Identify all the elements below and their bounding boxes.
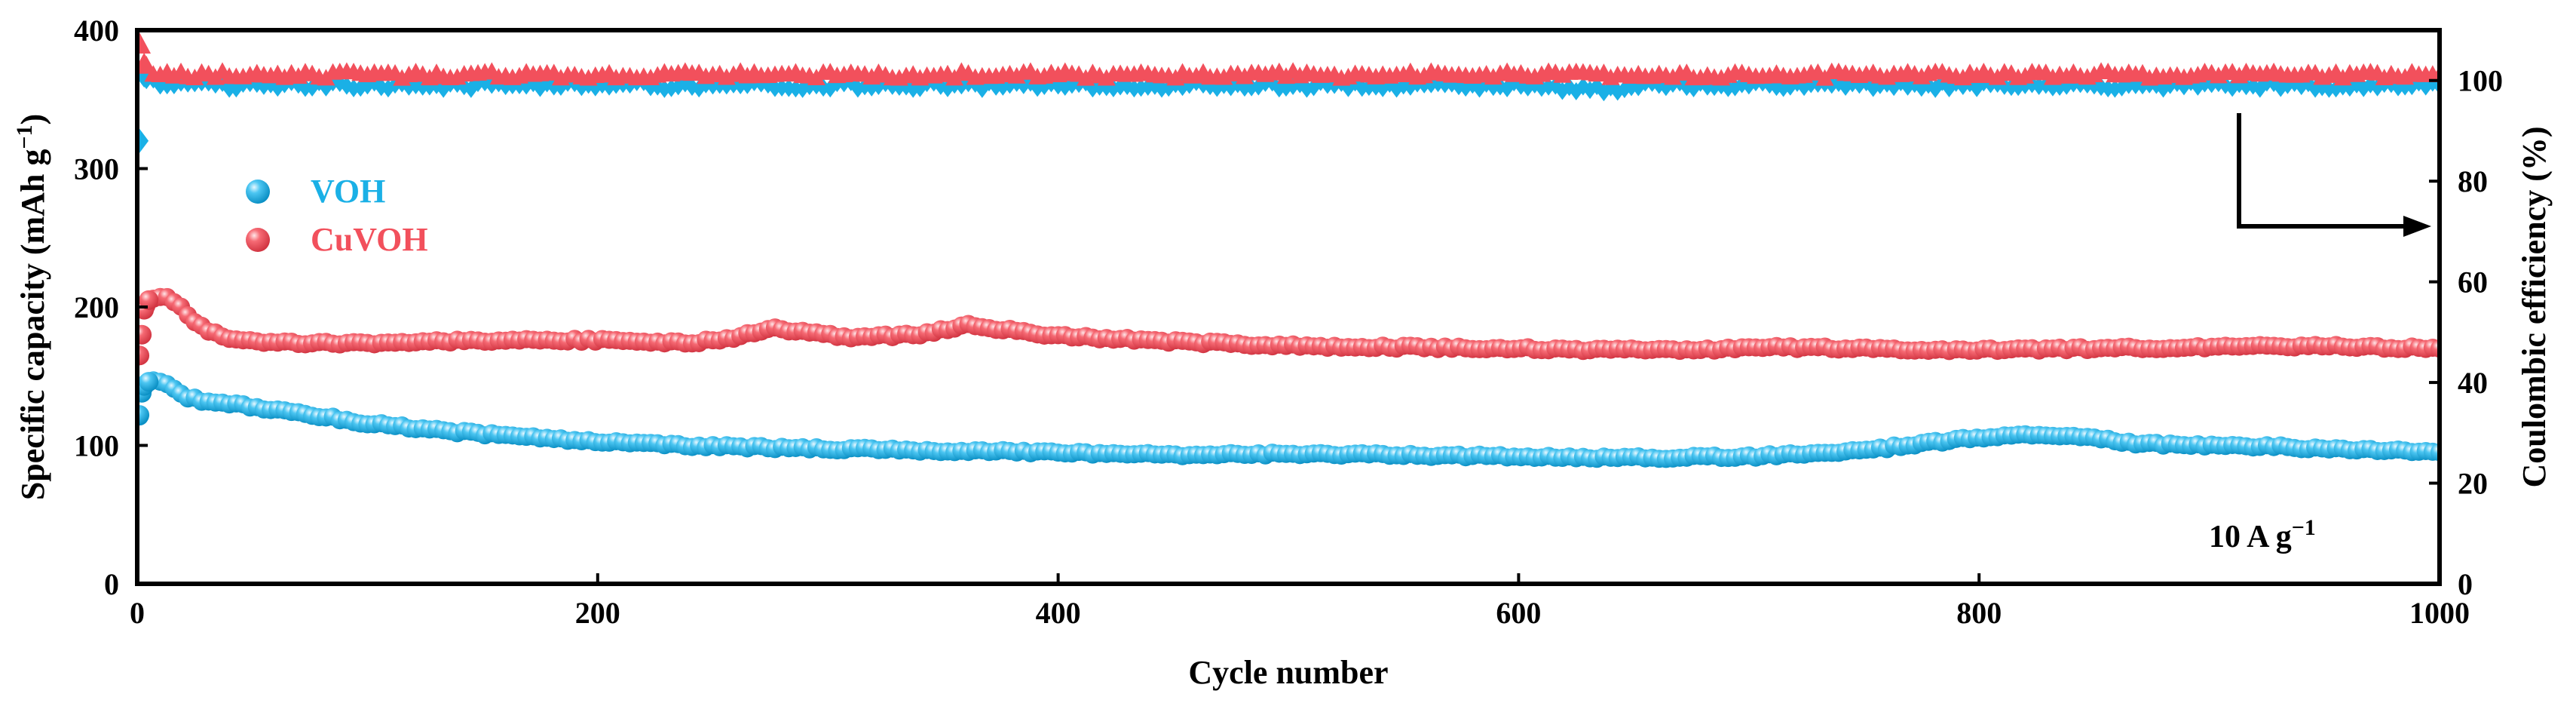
- ce-point-cuvoh: [137, 32, 152, 54]
- ce-point-voh: [789, 79, 803, 98]
- legend-marker-voh: [246, 180, 270, 204]
- legend-label-voh: VOH: [311, 173, 385, 210]
- plot-marks: [137, 32, 2440, 468]
- y-axis-right-title: Coulombic efficiency (%): [2516, 127, 2553, 488]
- y-axis-left-title-main: Specific capacity (mAh g: [14, 149, 51, 501]
- capacity-point-voh: [139, 372, 159, 392]
- current-density-annotation: 10 A g−1: [2209, 515, 2316, 554]
- capacity-point-cuvoh: [137, 345, 150, 366]
- y-left-tick-label: 100: [74, 429, 119, 463]
- ce-point-voh: [782, 78, 796, 97]
- ce-point-voh: [137, 128, 149, 153]
- arrow-line: [2237, 113, 2405, 229]
- legend-label-cuvoh: CuVOH: [311, 221, 428, 258]
- x-tick-label: 0: [130, 596, 145, 630]
- y-left-tick-label: 200: [74, 290, 119, 324]
- capacity-point-voh: [137, 405, 150, 425]
- y-left-tick-label: 300: [74, 152, 119, 186]
- y-right-tick-label: 80: [2458, 164, 2488, 198]
- y-axis-left-title-close: ): [14, 114, 51, 125]
- y-right-tick-label: 0: [2458, 567, 2473, 601]
- x-tick-label: 200: [575, 596, 620, 630]
- capacity-point-cuvoh: [137, 324, 152, 345]
- capacity-point-cuvoh: [139, 290, 159, 310]
- current-density-text: 10 A g: [2209, 520, 2292, 554]
- y-right-tick-label: 20: [2458, 467, 2488, 501]
- y-left-tick-label: 0: [104, 567, 119, 601]
- y-left-tick-label: 400: [74, 14, 119, 48]
- x-tick-label: 800: [1956, 596, 2002, 630]
- y-right-tick-label: 100: [2458, 64, 2503, 98]
- ce-point-cuvoh: [137, 52, 156, 74]
- y-right-tick-label: 40: [2458, 366, 2488, 400]
- x-tick-label: 600: [1496, 596, 1541, 630]
- ce-point-cuvoh: [2016, 66, 2035, 84]
- plot-frame: [135, 28, 2442, 586]
- series-voh-capacity: [137, 371, 2440, 468]
- legend-marker-cuvoh: [246, 228, 270, 252]
- y-axis-left-title-sup: −1: [12, 124, 37, 149]
- ce-point-cuvoh: [1664, 68, 1683, 85]
- axis-ticks: 0 200 400 600 800 100001002003004000204060801…: [74, 14, 2503, 630]
- x-tick-label: 1000: [2409, 596, 2470, 630]
- y-axis-left-title: Specific capacity (mAh g−1): [12, 114, 51, 500]
- y-right-tick-label: 60: [2458, 266, 2488, 299]
- current-density-sup: −1: [2292, 515, 2316, 540]
- right-axis-arrow: [2237, 113, 2431, 237]
- series-cuvoh-ce: [137, 32, 2440, 86]
- legend: VOH CuVOH: [246, 173, 428, 258]
- x-tick-label: 400: [1036, 596, 1081, 630]
- x-axis-title: Cycle number: [1188, 654, 1388, 691]
- series-cuvoh-capacity: [137, 287, 2440, 366]
- arrow-head: [2403, 216, 2431, 237]
